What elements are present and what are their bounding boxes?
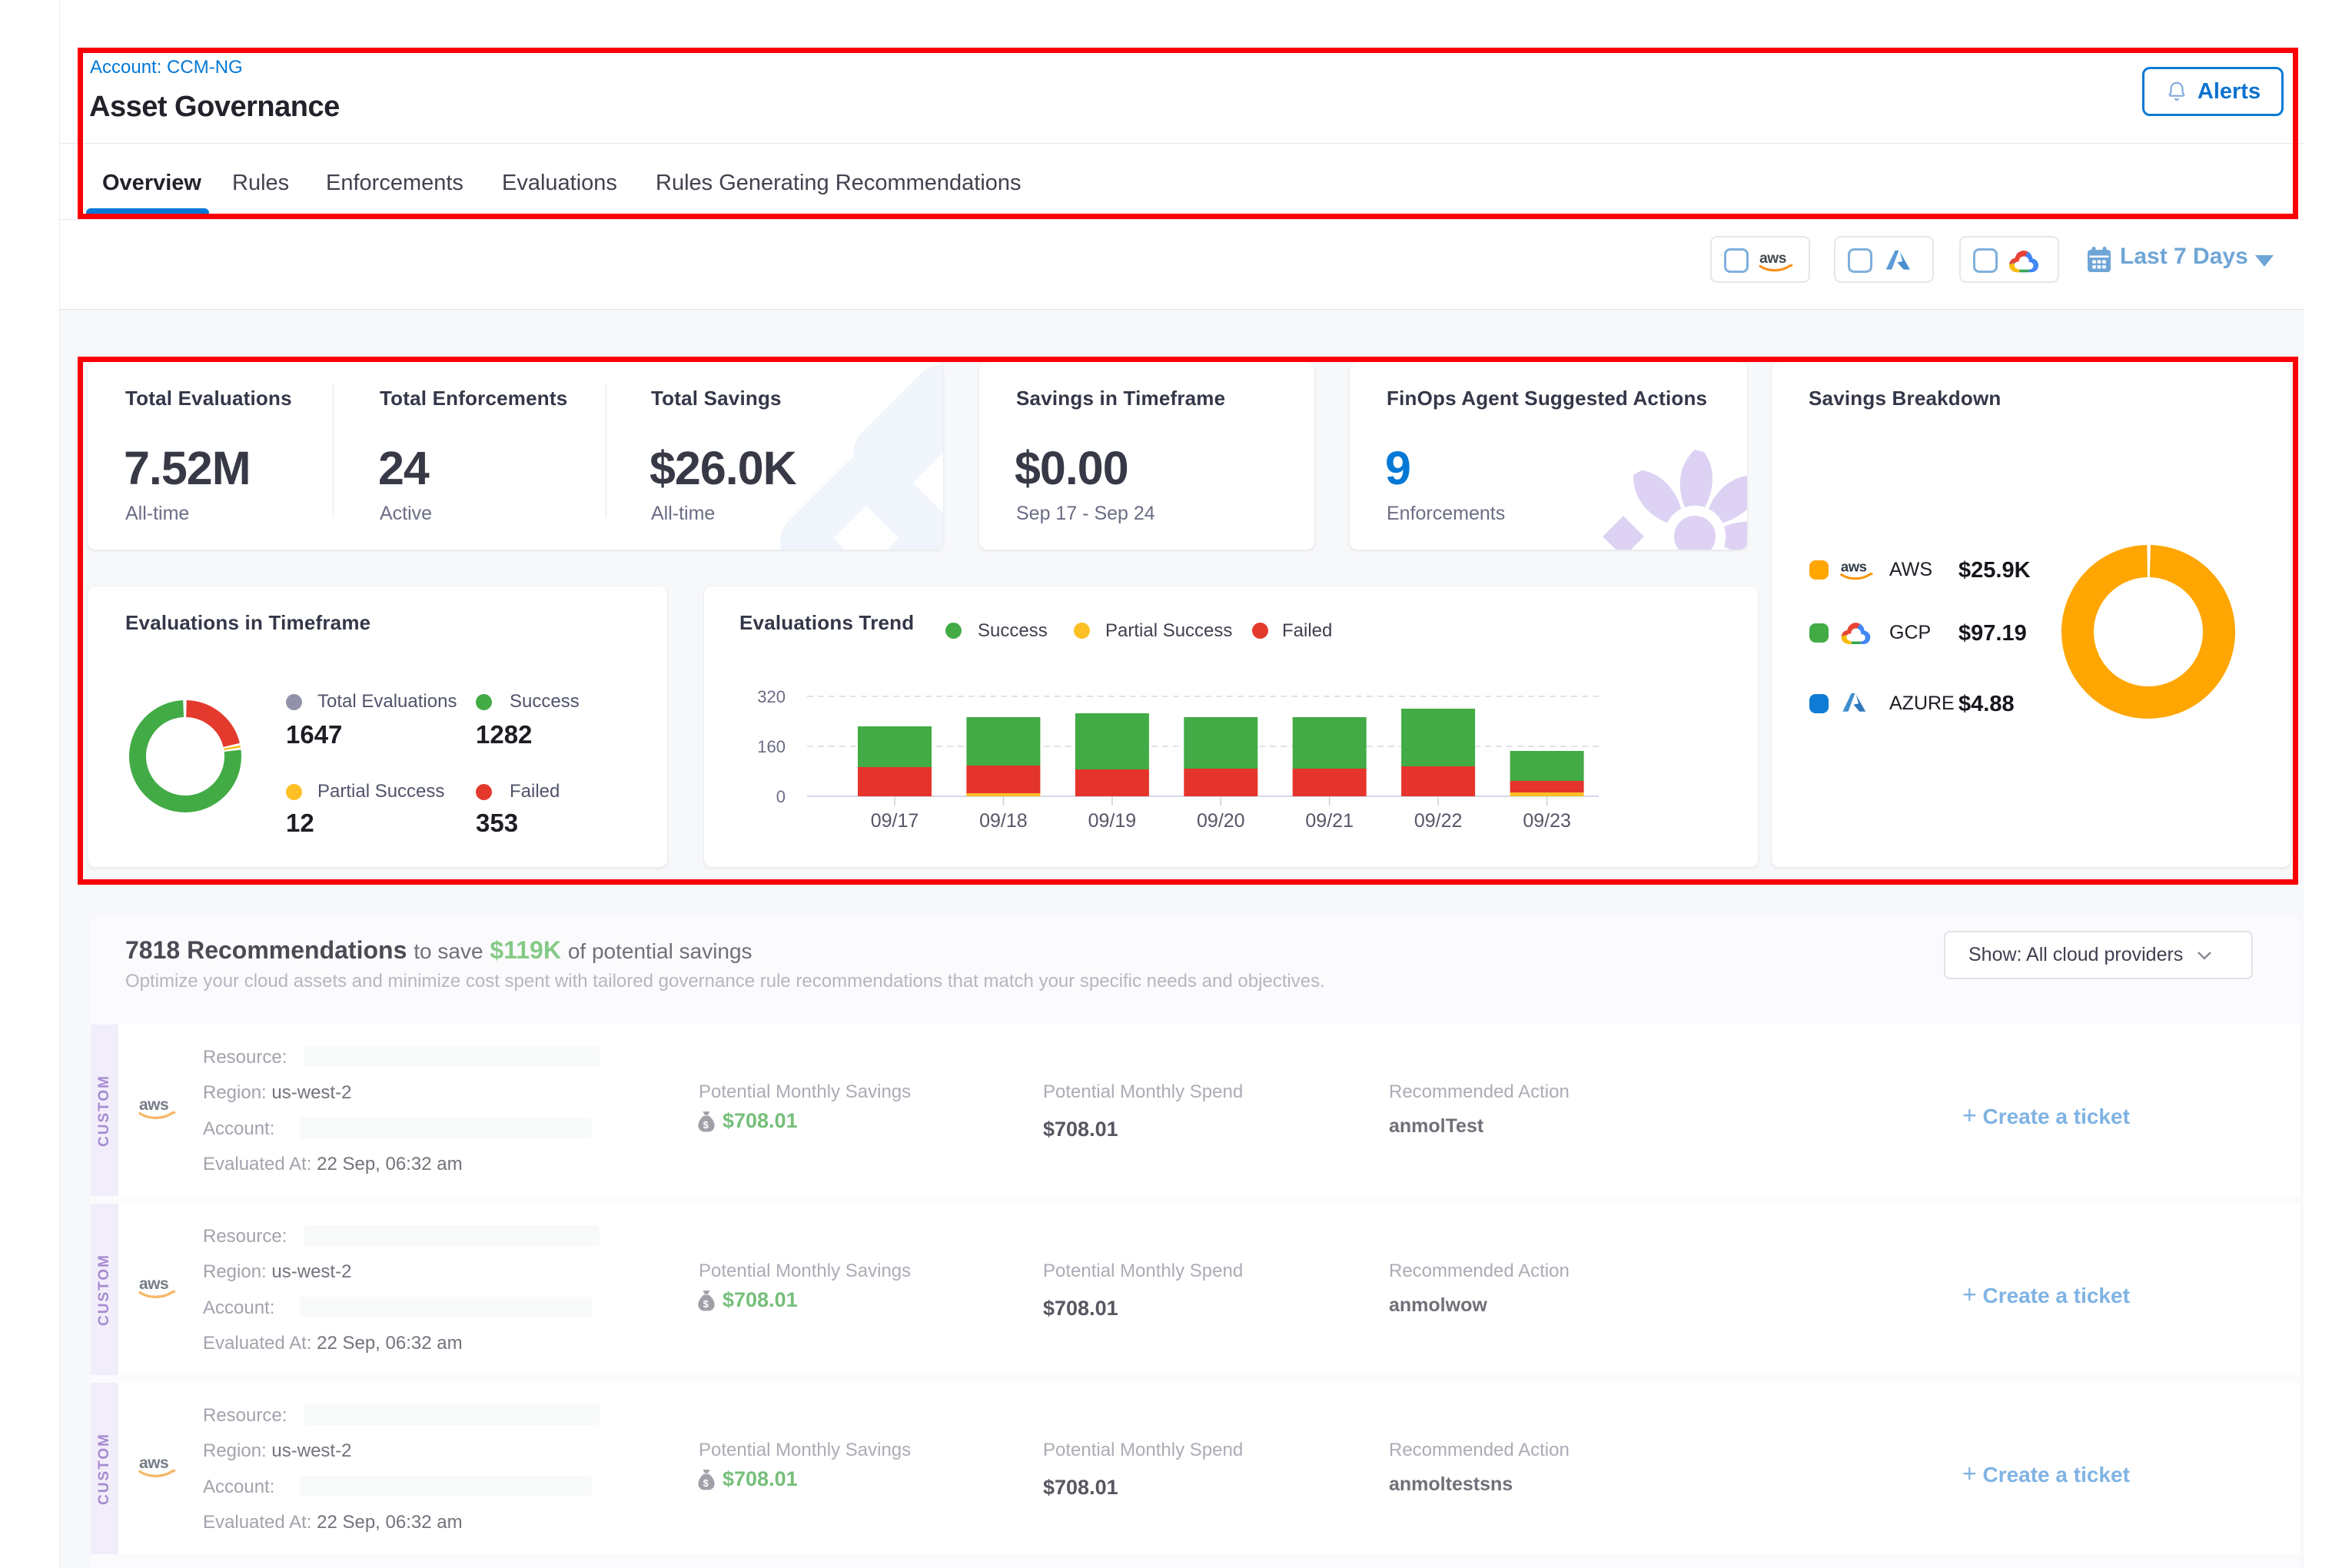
svg-text:aws: aws	[139, 1454, 168, 1472]
svg-text:aws: aws	[1841, 559, 1867, 575]
svg-text:09/22: 09/22	[1414, 810, 1463, 832]
svg-text:aws: aws	[1759, 251, 1786, 267]
svg-text:09/19: 09/19	[1088, 810, 1137, 832]
svg-text:0: 0	[776, 787, 786, 806]
svg-text:09/23: 09/23	[1523, 810, 1571, 832]
svg-text:09/17: 09/17	[871, 810, 919, 832]
svg-text:$: $	[703, 1477, 709, 1489]
svg-text:aws: aws	[139, 1275, 168, 1293]
svg-text:aws: aws	[139, 1096, 168, 1114]
svg-text:$: $	[703, 1119, 709, 1131]
svg-text:09/20: 09/20	[1197, 810, 1245, 832]
svg-text:09/18: 09/18	[979, 810, 1028, 832]
svg-text:$: $	[703, 1298, 709, 1310]
svg-text:09/21: 09/21	[1305, 810, 1354, 832]
svg-text:160: 160	[757, 737, 786, 756]
svg-text:320: 320	[757, 687, 786, 706]
